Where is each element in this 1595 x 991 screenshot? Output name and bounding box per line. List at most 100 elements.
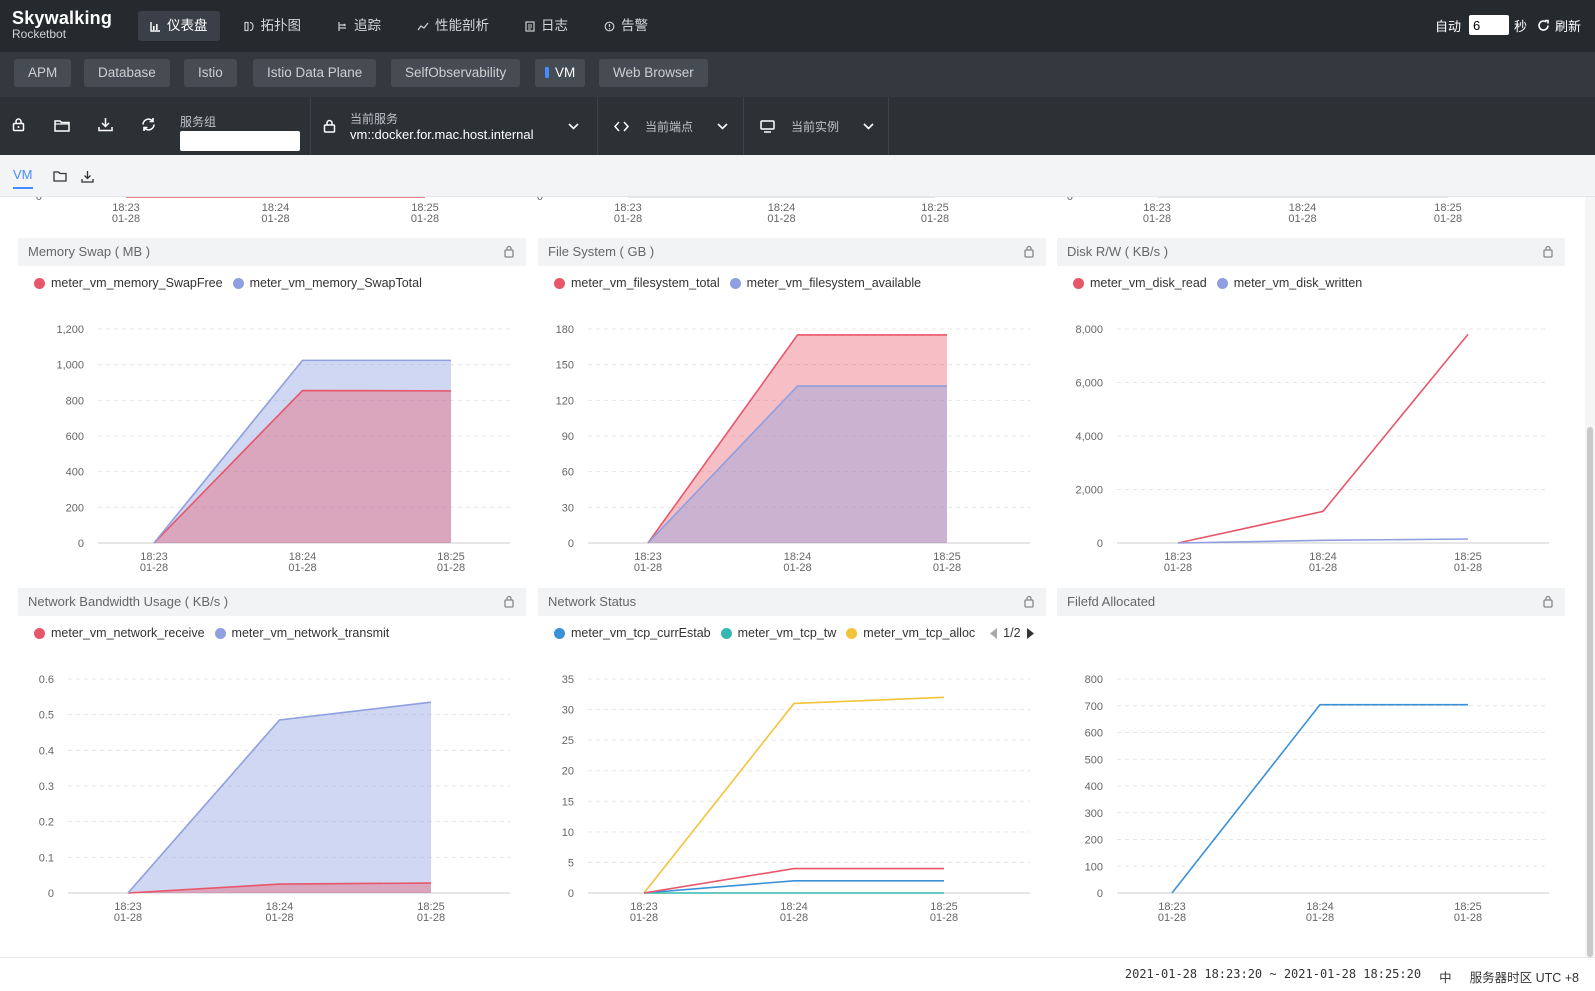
legend-pager: 1/2 (989, 626, 1034, 640)
tab-vm[interactable]: VM (535, 59, 586, 87)
tab-istio-data-plane[interactable]: Istio Data Plane (253, 59, 377, 87)
legend-item[interactable]: meter_vm_disk_written (1216, 276, 1362, 290)
lock-icon[interactable] (1543, 245, 1553, 258)
lock-icon[interactable] (504, 595, 514, 608)
y-tick-label: 60 (562, 467, 574, 479)
dashboard-content: 0 18:23 01-28 18:24 01-28 18:25 01-28 0 18:23 01-… (0, 197, 1595, 957)
legend-label: meter_vm_memory_SwapFree (51, 276, 223, 290)
timezone-label[interactable]: 服务器时区 UTC +8 (1469, 971, 1579, 985)
auto-label[interactable]: 自动 (1434, 18, 1461, 34)
reload-icon[interactable] (141, 117, 156, 132)
lock-icon[interactable] (12, 117, 25, 132)
nav-item-trace[interactable]: 追踪 (325, 11, 393, 41)
scrollbar[interactable] (1585, 197, 1595, 957)
nav-item-topology[interactable]: 拓扑图 (232, 11, 314, 41)
legend-dot (1073, 277, 1084, 289)
x-tick-label: 18:24 (289, 551, 317, 563)
legend-dot (1216, 277, 1228, 289)
x-tick-label: 01-28 (1454, 562, 1482, 574)
series-area (648, 334, 947, 543)
refresh-interval-input[interactable] (1468, 15, 1509, 35)
legend-item[interactable]: meter_vm_disk_read (1073, 276, 1207, 290)
y-tick-label: 8,000 (1075, 324, 1103, 336)
endpoint-selector[interactable]: 当前端点 (597, 97, 743, 155)
x-tick-label: 01-28 (112, 213, 140, 225)
series-area (128, 883, 431, 893)
x-tick-label: 01-28 (411, 213, 439, 225)
y-tick-label: 400 (1085, 781, 1103, 793)
series-area (128, 702, 431, 893)
y-tick-label: 6,000 (1075, 378, 1103, 390)
series-line (127, 701, 432, 894)
legend-item[interactable]: meter_vm_network_receive (34, 626, 205, 640)
nav-item-label: 仪表盘 (167, 18, 208, 33)
lock-icon[interactable] (1024, 595, 1034, 608)
legend-item[interactable]: meter_vm_tcp_currEstab (554, 626, 711, 640)
service-group-input[interactable] (180, 131, 300, 151)
tab-web-browser[interactable]: Web Browser (599, 59, 708, 87)
y-tick-label: 2,000 (1075, 485, 1103, 497)
nav-item-profile[interactable]: 性能剖析 (405, 11, 501, 41)
y-tick-label: 30 (562, 502, 574, 514)
x-tick-label: 01-28 (630, 912, 658, 924)
x-tick-label: 18:25 (437, 551, 465, 563)
legend-item[interactable]: meter_vm_network_transmit (214, 626, 389, 640)
caret-right-icon[interactable] (1026, 627, 1035, 640)
x-tick-label: 01-28 (114, 912, 142, 924)
logo[interactable]: Skywalking Rocketbot (12, 9, 112, 41)
folder-icon[interactable] (54, 119, 70, 132)
refresh-icon[interactable] (1537, 19, 1550, 32)
download-icon[interactable] (98, 117, 113, 132)
subtab-vm[interactable]: VM (13, 167, 33, 189)
x-tick-label: 18:24 (780, 901, 808, 913)
nav-item-label: 告警 (621, 18, 648, 33)
tab-selfobservability[interactable]: SelfObservability (391, 59, 521, 87)
legend-item[interactable]: meter_vm_tcp_alloc (846, 626, 975, 640)
x-tick-label: 18:25 (921, 202, 949, 214)
service-selector[interactable]: 当前服务 vm::docker.for.mac.host.internal (310, 97, 597, 155)
time-range[interactable]: 2021-01-28 18:23:20 ~ 2021-01-28 18:25:2… (1124, 967, 1422, 981)
nav-item-dashboard[interactable]: 仪表盘 (138, 11, 220, 41)
y-tick-label: 0.4 (39, 745, 54, 757)
series-line (643, 696, 945, 894)
lock-icon[interactable] (1543, 595, 1553, 608)
tab-database[interactable]: Database (84, 59, 170, 87)
caret-left-icon[interactable] (989, 627, 998, 640)
x-tick-label: 18:23 (630, 901, 658, 913)
y-tick-label: 0 (48, 888, 54, 900)
x-tick-label: 01-28 (261, 213, 289, 225)
chart-panel: Network Status meter_vm_tcp_currEstab mete… (538, 588, 1046, 933)
y-tick-label: 15 (562, 796, 574, 808)
tab-istio[interactable]: Istio (184, 59, 237, 87)
y-tick-label: 0 (568, 538, 574, 550)
tab-apm[interactable]: APM (14, 59, 72, 87)
scrollbar-thumb[interactable] (1587, 427, 1593, 957)
dashboard-subtabs: VM (0, 155, 1595, 197)
service-title: 当前服务 (350, 112, 399, 126)
panel-header: Network Bandwidth Usage ( KB/s ) (18, 588, 526, 616)
y-tick-label: 0 (1097, 888, 1103, 900)
x-tick-label: 18:23 (140, 551, 168, 563)
chart-legend: meter_vm_tcp_currEstab meter_vm_tcp_tw met… (554, 626, 1035, 640)
refresh-button[interactable]: 刷新 (1554, 18, 1581, 34)
y-tick-label: 600 (1085, 728, 1103, 740)
instance-selector[interactable]: 当前实例 (743, 97, 889, 155)
chart-legend: meter_vm_filesystem_total meter_vm_filesy… (554, 276, 931, 290)
nav-item-alarm[interactable]: 告警 (592, 11, 660, 41)
nav-item-log[interactable]: 日志 (513, 11, 580, 41)
legend-item[interactable]: meter_vm_memory_SwapFree (34, 276, 223, 290)
lock-icon[interactable] (1024, 245, 1034, 258)
language-toggle[interactable]: 中 (1439, 971, 1452, 985)
x-tick-label: 18:25 (1454, 901, 1482, 913)
legend-item[interactable]: meter_vm_tcp_tw (720, 626, 836, 640)
x-tick-label: 01-28 (1306, 912, 1334, 924)
download-icon[interactable] (81, 170, 94, 183)
y-tick-label: 0.6 (39, 674, 54, 686)
legend-item[interactable]: meter_vm_filesystem_available (729, 276, 921, 290)
tab-label: Istio (198, 65, 223, 80)
y-tick-label: 90 (562, 431, 574, 443)
legend-item[interactable]: meter_vm_memory_SwapTotal (232, 276, 422, 290)
legend-item[interactable]: meter_vm_filesystem_total (554, 276, 720, 290)
lock-icon[interactable] (504, 245, 514, 258)
folder-icon[interactable] (53, 170, 67, 182)
